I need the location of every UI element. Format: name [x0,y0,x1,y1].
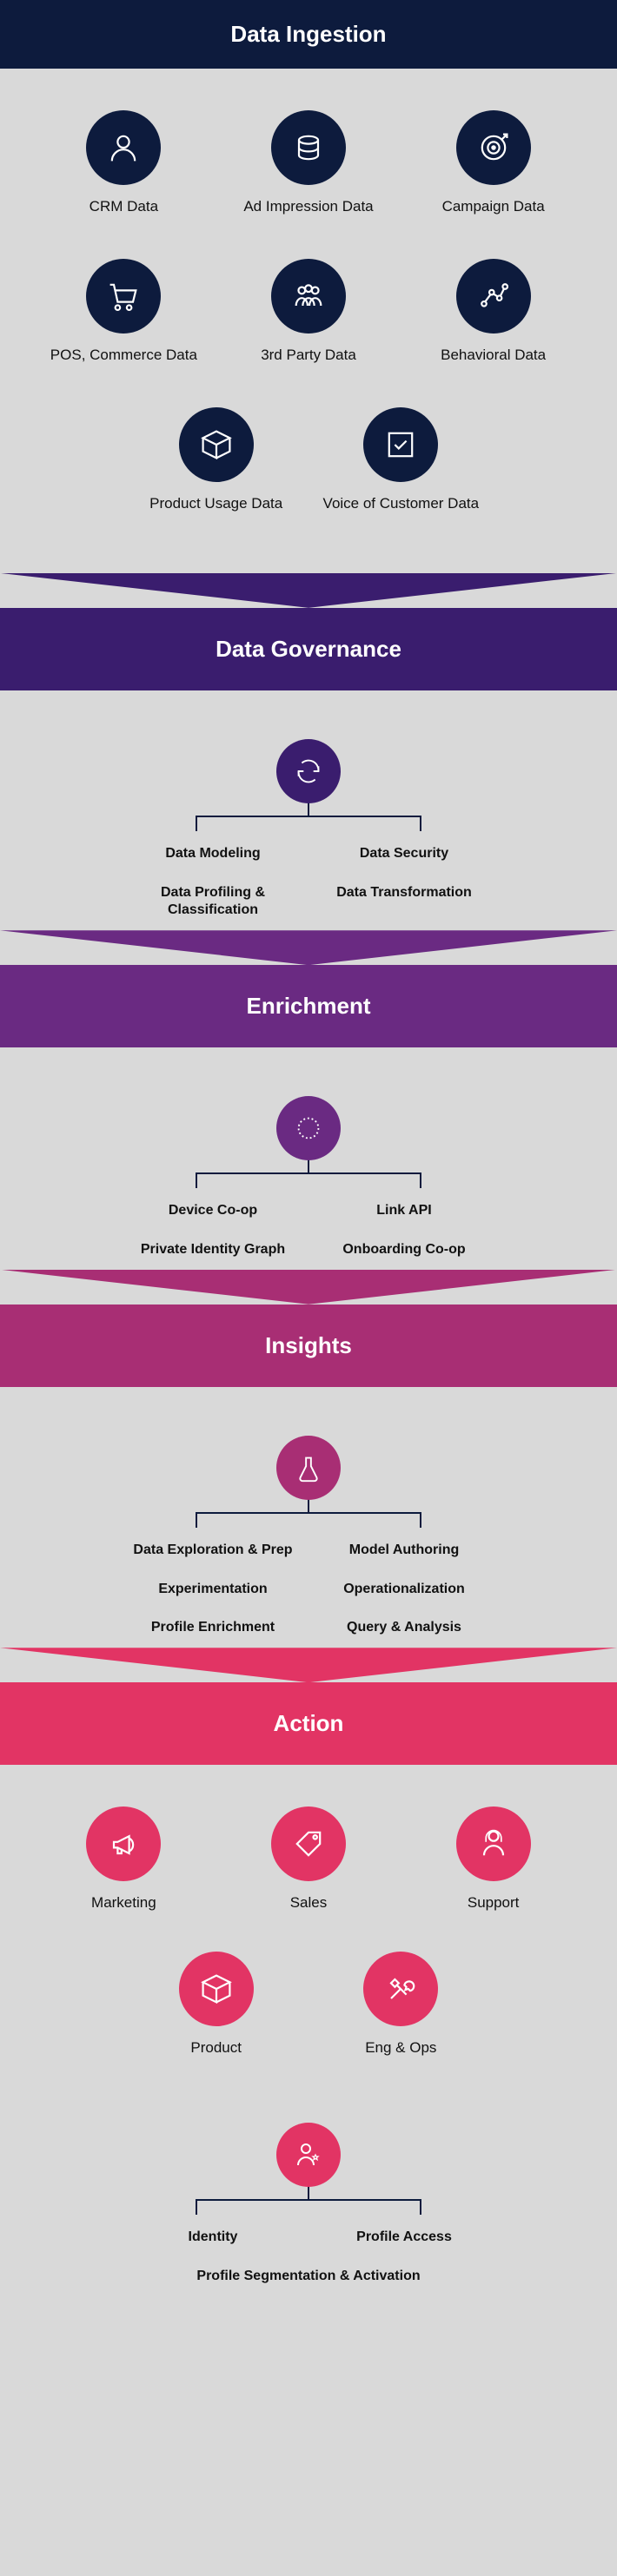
tag-icon [289,1825,328,1863]
ingestion-circle [363,407,438,482]
governance-tree-circle [276,739,341,803]
action-item: Product [123,1952,308,2058]
tree-item: Model Authoring [308,1531,500,1570]
action-tree-circle [276,2123,341,2187]
ingestion-circle [271,110,346,185]
ingestion-label: 3rd Party Data [216,346,401,366]
action-label: Eng & Ops [308,2038,494,2058]
tree-item: Data Modeling [117,835,308,874]
ingestion-label: Campaign Data [401,197,586,217]
ingestion-body: CRM DataAd Impression DataCampaign Data P… [0,69,617,608]
refresh-icon [292,755,325,788]
action-item: Support [401,1807,586,1913]
headset-icon [474,1825,513,1863]
action-header: Action [0,1682,617,1765]
ingestion-circle [456,110,531,185]
tree-connector [196,803,421,835]
ingestion-item: Product Usage Data [123,407,308,514]
action-title: Action [274,1710,344,1736]
tree-item: Identity [117,2218,308,2257]
governance-header: Data Governance [0,608,617,690]
people-icon [289,277,328,315]
insights-body: Data Exploration & PrepExperimentationPr… [0,1387,617,1682]
ingestion-item: Voice of Customer Data [308,407,494,514]
ingestion-header: Data Ingestion [0,0,617,69]
enrichment-tree-circle [276,1096,341,1160]
action-body: MarketingSalesSupport ProductEng & Ops Id… [0,1765,617,2339]
tree-item: Experimentation [117,1570,308,1609]
ingestion-item: POS, Commerce Data [31,259,216,366]
action-item: Marketing [31,1807,216,1913]
insights-tree-circle [276,1436,341,1500]
ingestion-item: CRM Data [31,110,216,217]
ingestion-item: Ad Impression Data [216,110,401,217]
tree-item: Profile Segmentation & Activation [117,2257,500,2296]
action-item: Eng & Ops [308,1952,494,2058]
ingestion-item: Campaign Data [401,110,586,217]
ingestion-label: Behavioral Data [401,346,586,366]
tree-item: Onboarding Co-op [308,1231,500,1270]
action-label: Support [401,1893,586,1913]
action-circle [86,1807,161,1881]
megaphone-icon [104,1825,143,1863]
ingestion-label: CRM Data [31,197,216,217]
action-label: Sales [216,1893,401,1913]
ingestion-label: Voice of Customer Data [308,494,494,514]
enrichment-title: Enrichment [246,993,370,1019]
graph-icon [474,277,513,315]
enrichment-header: Enrichment [0,965,617,1047]
cart-icon [104,277,143,315]
ingestion-circle [456,259,531,334]
governance-body: Data ModelingData Profiling & Classifica… [0,690,617,965]
ingestion-item: 3rd Party Data [216,259,401,366]
insights-header: Insights [0,1305,617,1387]
ingestion-title: Data Ingestion [230,21,386,47]
tree-item: Query & Analysis [308,1608,500,1648]
target-icon [474,129,513,167]
flask-icon [292,1451,325,1484]
tree-item: Device Co-op [117,1192,308,1231]
action-circle [271,1807,346,1881]
tree-item: Data Transformation [308,874,500,913]
ingestion-circle [179,407,254,482]
tools-icon [381,1970,420,2008]
check-icon [381,426,420,464]
tree-connector [196,1500,421,1531]
insights-title: Insights [265,1332,352,1358]
enrichment-body: Device Co-opPrivate Identity GraphLink A… [0,1047,617,1305]
box-icon [197,1970,236,2008]
tree-item: Profile Access [308,2218,500,2257]
action-circle [456,1807,531,1881]
ingestion-item: Behavioral Data [401,259,586,366]
tree-connector [196,1160,421,1192]
burst-icon [292,1112,325,1145]
person-icon [104,129,143,167]
ingestion-label: POS, Commerce Data [31,346,216,366]
ingestion-label: Ad Impression Data [216,197,401,217]
person-star-icon [291,2137,326,2172]
tree-item: Data Exploration & Prep [117,1531,308,1570]
tree-connector [196,2187,421,2218]
ingestion-circle [271,259,346,334]
tree-item: Data Profiling & Classification [117,874,308,931]
tree-item: Private Identity Graph [117,1231,308,1270]
stack-icon [289,129,328,167]
ingestion-circle [86,259,161,334]
action-label: Product [123,2038,308,2058]
box-icon [197,426,236,464]
ingestion-label: Product Usage Data [123,494,308,514]
tree-item: Profile Enrichment [117,1608,308,1648]
action-circle [363,1952,438,2026]
tree-item: Operationalization [308,1570,500,1609]
action-circle [179,1952,254,2026]
ingestion-circle [86,110,161,185]
action-label: Marketing [31,1893,216,1913]
action-item: Sales [216,1807,401,1913]
governance-title: Data Governance [216,636,401,662]
tree-item: Data Security [308,835,500,874]
tree-item: Link API [308,1192,500,1231]
